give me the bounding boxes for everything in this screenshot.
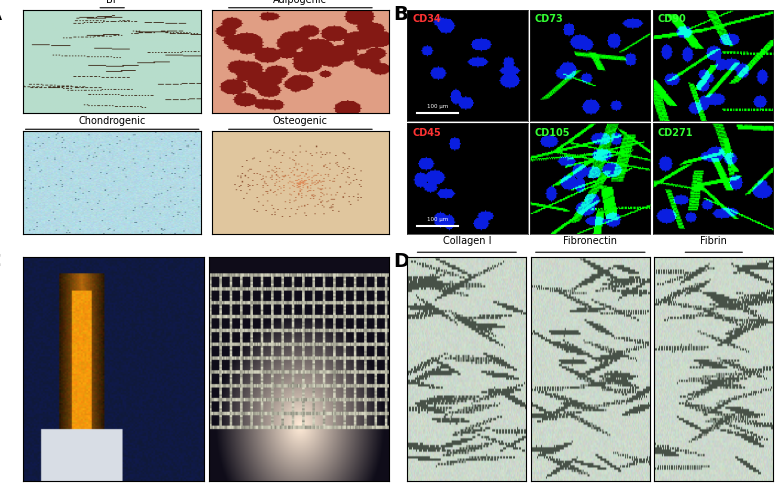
Text: Fibronectin: Fibronectin — [563, 236, 617, 246]
Text: 100 μm: 100 μm — [427, 217, 448, 222]
Text: B: B — [393, 5, 408, 25]
Text: BF: BF — [106, 0, 119, 5]
Text: CD45: CD45 — [412, 128, 441, 137]
Text: D: D — [393, 252, 409, 271]
Text: 100 μm: 100 μm — [427, 104, 448, 109]
Text: Collagen I: Collagen I — [443, 236, 491, 246]
Text: Adipogenic: Adipogenic — [273, 0, 327, 5]
Text: Osteogenic: Osteogenic — [273, 116, 328, 126]
Text: CD271: CD271 — [658, 128, 694, 137]
Text: CD90: CD90 — [658, 14, 686, 24]
Text: CD105: CD105 — [535, 128, 570, 137]
Text: C: C — [0, 252, 2, 271]
Text: CD34: CD34 — [412, 14, 441, 24]
Text: CD73: CD73 — [535, 14, 564, 24]
Text: A: A — [0, 5, 2, 25]
Text: Fibrin: Fibrin — [701, 236, 727, 246]
Text: Chondrogenic: Chondrogenic — [79, 116, 146, 126]
